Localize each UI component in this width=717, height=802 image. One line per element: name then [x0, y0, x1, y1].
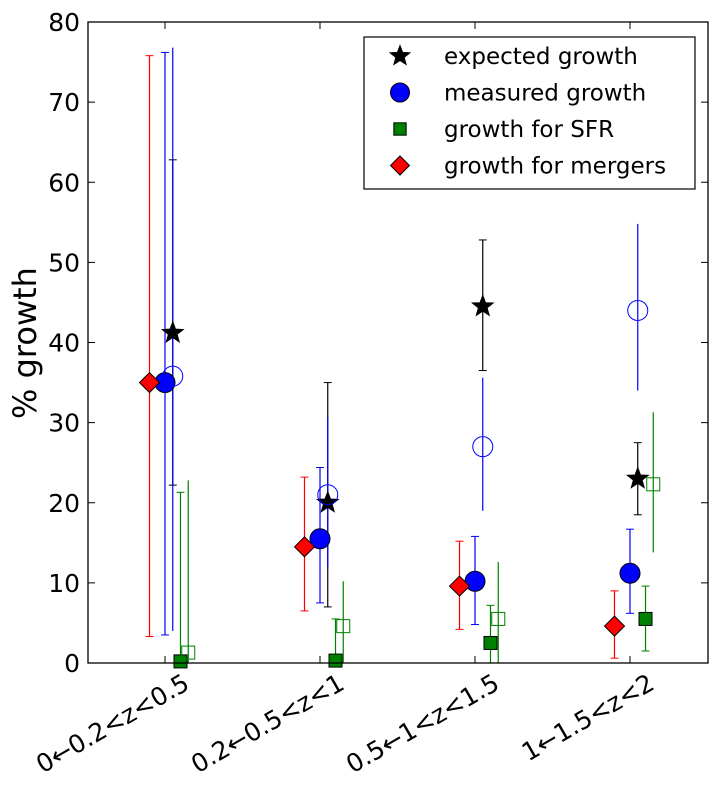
legend-marker-growth-for-mergers	[389, 155, 411, 176]
point-growth-for-mergers	[293, 536, 316, 558]
y-tick-label: 70	[48, 88, 80, 117]
x-tick-label: 0←0.2<z<0.5	[31, 668, 194, 779]
y-tick-label: 20	[48, 489, 80, 518]
legend-label: expected growth	[444, 44, 638, 70]
point-growth-for-sfr	[173, 654, 188, 669]
x-tick-label: 1←1.5<z<2	[517, 668, 659, 767]
legend-box	[363, 36, 696, 190]
point-expected-growth	[315, 490, 340, 513]
legend-marker-expected-growth	[388, 44, 412, 66]
point-open-open	[317, 484, 339, 506]
point-open-open	[162, 365, 184, 387]
point-growth-for-sfr	[328, 653, 343, 668]
point-open-open	[336, 619, 351, 634]
chart-marks	[138, 47, 661, 669]
point-growth-for-sfr	[483, 635, 498, 650]
x-tick-label: 0.5←1<z<1.5	[341, 668, 504, 779]
point-growth-for-sfr	[638, 611, 653, 626]
point-open-open	[646, 477, 661, 492]
y-tick-label: 0	[64, 649, 80, 678]
point-expected-growth	[625, 466, 650, 489]
y-axis-label: % growth	[6, 267, 44, 419]
y-tick-label: 40	[48, 329, 80, 358]
point-open-open	[181, 645, 196, 660]
x-tick-label: 0.2←0.5<z<1	[186, 668, 349, 779]
point-expected-growth	[160, 320, 185, 343]
point-growth-for-mergers	[448, 575, 471, 597]
point-expected-growth	[470, 293, 495, 317]
y-tick-label: 80	[48, 8, 80, 37]
y-tick-label: 50	[48, 248, 80, 277]
y-axis: 0 10 20 30 40 50 60 70 80	[48, 8, 708, 678]
point-growth-for-mergers	[138, 371, 161, 394]
y-tick-label: 60	[48, 168, 80, 197]
point-open-open	[472, 436, 494, 458]
y-tick-label: 10	[48, 569, 80, 598]
point-open-open	[491, 611, 506, 626]
point-open-open	[627, 299, 649, 321]
legend: expected growth measured growth growth for…	[363, 36, 696, 190]
legend-marker-growth-for-sfr	[393, 122, 407, 136]
point-measured-growth	[309, 528, 331, 550]
point-growth-for-mergers	[603, 615, 626, 637]
legend-label: measured growth	[444, 81, 646, 107]
point-measured-growth	[619, 562, 641, 584]
y-tick-label: 30	[48, 409, 80, 438]
legend-label: growth for mergers	[444, 154, 666, 180]
legend-marker-measured-growth	[390, 82, 410, 103]
legend-label: growth for SFR	[444, 117, 614, 143]
